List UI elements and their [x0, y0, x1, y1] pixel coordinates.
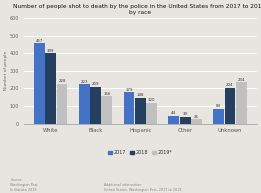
Bar: [90, 87, 101, 124]
Text: 26: 26: [194, 114, 199, 119]
Text: 39: 39: [183, 112, 188, 116]
Text: 399: 399: [47, 49, 55, 53]
Bar: [102, 96, 112, 124]
Text: 223: 223: [80, 80, 88, 84]
Bar: [146, 102, 157, 124]
Bar: [180, 117, 191, 124]
Title: Number of people shot to death by the police in the United States from 2017 to 2: Number of people shot to death by the po…: [13, 4, 261, 15]
Text: 457: 457: [36, 39, 43, 43]
Legend: 2017, 2018, 2019*: 2017, 2018, 2019*: [107, 149, 174, 156]
Text: 148: 148: [137, 93, 144, 97]
Bar: [123, 92, 134, 124]
Text: 234: 234: [238, 78, 245, 82]
Y-axis label: Number of people: Number of people: [4, 51, 8, 91]
Bar: [191, 119, 202, 124]
Bar: [213, 109, 224, 124]
Text: Source:
Washington Post
& Statista 2019: Source: Washington Post & Statista 2019: [10, 178, 38, 192]
Bar: [57, 84, 67, 124]
Text: 204: 204: [226, 83, 234, 87]
Text: 120: 120: [148, 98, 155, 102]
Text: Additional information:
United States, Washington Post, 2017 to 2019: Additional information: United States, W…: [104, 183, 182, 192]
Bar: [135, 98, 146, 124]
Bar: [45, 53, 56, 124]
Text: 156: 156: [103, 92, 110, 96]
Text: 228: 228: [58, 79, 66, 83]
Bar: [224, 88, 235, 124]
Bar: [79, 84, 90, 124]
Text: 84: 84: [216, 104, 221, 108]
Text: 179: 179: [125, 88, 133, 92]
Text: 209: 209: [92, 82, 99, 86]
Text: 44: 44: [171, 111, 176, 115]
Bar: [34, 43, 45, 124]
Bar: [236, 82, 247, 124]
Bar: [168, 116, 179, 124]
